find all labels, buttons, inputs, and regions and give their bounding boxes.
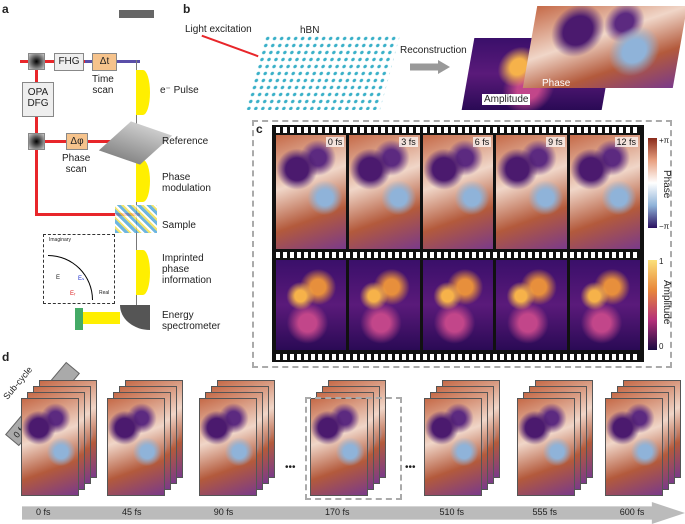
amp-min-label: 0 bbox=[659, 342, 664, 351]
phase-colorbar-label: Phase bbox=[661, 170, 672, 199]
phasor-diagram: Imaginary Real E Eₛ Eᵣ bbox=[43, 234, 115, 304]
phase-frame: 3 fs bbox=[349, 135, 420, 249]
frame-time-label: 0 fs bbox=[325, 137, 345, 147]
highlight-box bbox=[305, 397, 402, 500]
electron-gun-icon bbox=[119, 10, 154, 18]
e-pulse-label: e⁻ Pulse bbox=[160, 85, 199, 96]
phase-snapshot bbox=[106, 398, 165, 496]
phase-delay-box: Δφ bbox=[66, 133, 88, 150]
phase-frame: 0 fs bbox=[276, 135, 347, 249]
spectrometer-icon bbox=[120, 305, 150, 330]
sprockets bbox=[276, 127, 640, 133]
hbn-lattice bbox=[244, 35, 401, 110]
amp-max-label: 1 bbox=[659, 257, 664, 266]
es-vector-label: Eₛ bbox=[78, 276, 85, 282]
light-wave bbox=[201, 34, 259, 58]
e-vector-label: E bbox=[56, 275, 61, 281]
electron-pulse bbox=[136, 70, 150, 115]
amplitude-colorbar bbox=[648, 260, 657, 350]
sample-label: Sample bbox=[162, 220, 196, 231]
reconstruction-label: Reconstruction bbox=[400, 45, 467, 56]
time-label: 90 fs bbox=[213, 507, 234, 517]
amplitude-frame bbox=[569, 260, 641, 350]
fhg-box: FHG bbox=[54, 53, 84, 71]
panel-d-label: d bbox=[2, 350, 10, 364]
hbn-label: hBN bbox=[300, 25, 320, 36]
amplitude-frame bbox=[496, 260, 567, 350]
time-label: 600 fs bbox=[619, 507, 645, 517]
light-excitation-label: Light excitation bbox=[185, 24, 252, 35]
reference-label: Reference bbox=[162, 136, 209, 147]
ellipsis: ••• bbox=[285, 462, 296, 473]
beam-splitter-icon bbox=[28, 53, 45, 70]
phase-snapshot bbox=[310, 398, 369, 496]
phase-max-label: +π bbox=[659, 136, 670, 145]
frame-time-label: 12 fs bbox=[614, 137, 639, 147]
time-scan-label: Time scan bbox=[92, 74, 114, 96]
imprinted-label: Imprinted phase information bbox=[162, 253, 212, 286]
real-axis-label: Real bbox=[99, 290, 110, 296]
sprockets bbox=[276, 354, 640, 360]
panel-b-label: b bbox=[183, 2, 191, 16]
phase-colorbar bbox=[648, 138, 657, 228]
frame-time-label: 9 fs bbox=[546, 137, 565, 147]
beam-splitter-icon bbox=[28, 133, 45, 150]
panel-a-label: a bbox=[2, 2, 9, 16]
phase-snapshot bbox=[517, 398, 576, 496]
phase-snapshot bbox=[604, 398, 663, 496]
time-label: 170 fs bbox=[325, 507, 350, 517]
phase-label: Phase bbox=[542, 78, 571, 89]
phase-frame: 9 fs bbox=[496, 135, 567, 249]
arrow-icon bbox=[410, 60, 450, 74]
er-vector-label: Eᵣ bbox=[70, 291, 76, 297]
panel-c-label: c bbox=[256, 122, 263, 136]
time-axis-arrow bbox=[22, 502, 685, 524]
phase-snapshot bbox=[198, 398, 257, 496]
amplitude-frame bbox=[276, 260, 347, 350]
phase-map bbox=[522, 6, 685, 88]
imaginary-axis-label: Imaginary bbox=[49, 237, 71, 243]
film-strip: 0 fs 3 fs 6 fs 9 fs 12 fs bbox=[272, 125, 644, 362]
dispersed-beam bbox=[80, 312, 120, 324]
amplitude-frame bbox=[349, 260, 420, 350]
phase-snapshot bbox=[424, 398, 483, 496]
imprinted-pulse bbox=[136, 250, 150, 295]
time-label: 45 fs bbox=[121, 507, 142, 517]
phase-frame: 6 fs bbox=[422, 135, 494, 249]
frame-time-label: 3 fs bbox=[399, 137, 418, 147]
phase-modulation-label: Phase modulation bbox=[162, 172, 211, 194]
sample-lattice bbox=[115, 205, 157, 233]
time-label: 555 fs bbox=[532, 507, 557, 517]
phase-snapshot bbox=[20, 398, 79, 496]
time-label: 510 fs bbox=[439, 507, 464, 517]
time-label: 0 fs bbox=[35, 507, 51, 517]
spectrometer-label: Energy spectrometer bbox=[162, 310, 221, 332]
phase-scan-label: Phase scan bbox=[62, 153, 91, 175]
ellipsis: ••• bbox=[405, 462, 416, 473]
frame-time-label: 6 fs bbox=[472, 137, 492, 147]
laser-beam-sample bbox=[35, 213, 140, 216]
sprockets bbox=[276, 252, 640, 258]
phase-frame: 12 fs bbox=[569, 135, 641, 249]
amplitude-colorbar-label: Amplitude bbox=[661, 280, 672, 325]
phase-modulated-pulse bbox=[136, 160, 150, 202]
detector-icon bbox=[75, 308, 83, 330]
opa-dfg-box: OPA DFG bbox=[22, 82, 54, 117]
amplitude-label: Amplitude bbox=[482, 94, 531, 105]
panel-c-box bbox=[252, 120, 672, 368]
time-delay-box: Δt bbox=[92, 53, 117, 71]
amplitude-frame bbox=[422, 260, 494, 350]
phase-min-label: −π bbox=[659, 222, 670, 231]
